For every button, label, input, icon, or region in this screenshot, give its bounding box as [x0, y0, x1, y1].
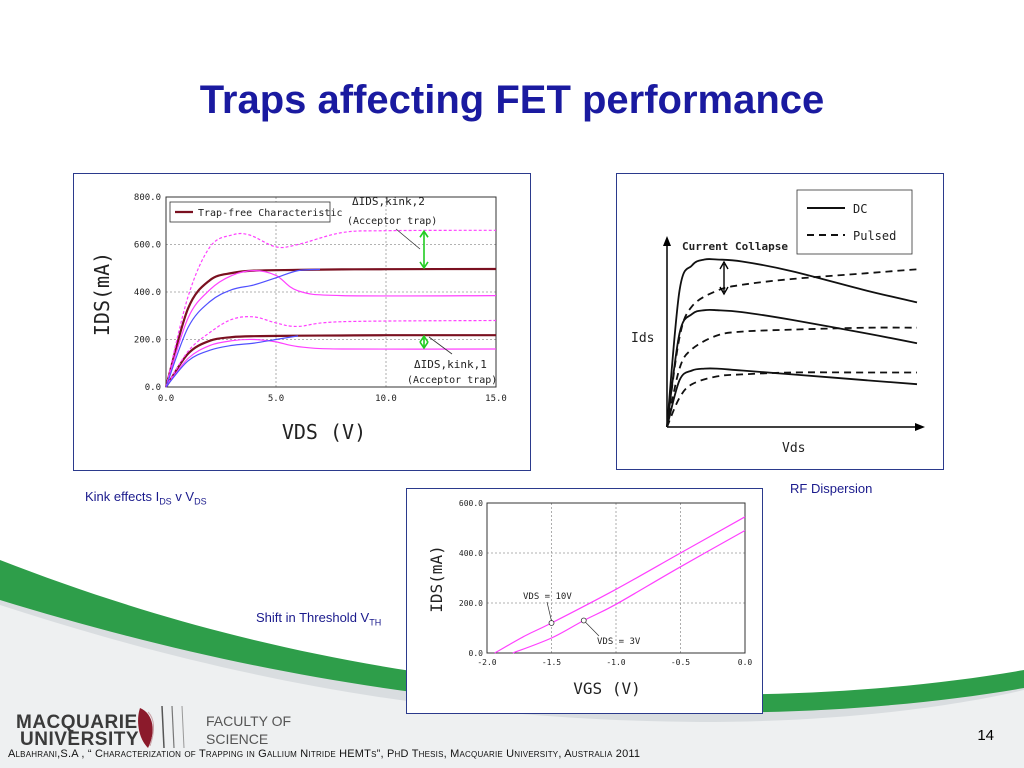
y-tick-label: 800.0	[134, 193, 161, 203]
x-tick-label: 10.0	[375, 394, 397, 404]
annotation-label: ΔIDS,kink,1	[414, 358, 487, 371]
y-tick-label: 200.0	[134, 336, 161, 346]
x-axis-label: VDS (V)	[282, 420, 366, 444]
pulsed-line	[666, 268, 918, 428]
annotation-label: VDS = 3V	[597, 637, 641, 647]
data-point-marker	[548, 620, 555, 626]
lighthouse-crest-icon	[138, 705, 185, 749]
annotation-leader	[395, 228, 421, 250]
x-tick-label: -0.5	[671, 658, 690, 667]
background-wave	[0, 560, 1024, 768]
x-tick-label: -1.5	[542, 658, 561, 667]
x-axis-label: Vds	[782, 441, 805, 456]
annotation-leader	[546, 601, 552, 622]
x-tick-label: -1.0	[606, 658, 625, 667]
series-line	[165, 268, 321, 388]
x-tick-label: 15.0	[485, 394, 507, 404]
plot-border	[486, 502, 746, 654]
university-name-line1: MACQUARIE	[16, 712, 138, 733]
y-tick-label: 0.0	[469, 649, 484, 658]
collapse-arrowhead	[719, 286, 729, 296]
rf-chart-frame: Ids Vds DC Pulsed Current Collapse	[616, 173, 944, 470]
annotation-label: (Acceptor trap)	[407, 375, 497, 386]
kink-effects-chart: 0.0 200.0 400.0 600.0 800.0 0.0 5.0 10.0 15.0 VDS…	[90, 193, 507, 444]
series-line	[165, 335, 299, 388]
y-axis-label: Ids	[631, 331, 654, 346]
x-tick-label: -2.0	[477, 658, 496, 667]
x-tick-label: 0.0	[158, 394, 174, 404]
annotation-leader	[585, 622, 600, 637]
kink-chart-frame: 0.0 200.0 400.0 600.0 800.0 0.0 5.0 10.0 15.0 VDS…	[73, 173, 531, 471]
legend-label: DC	[853, 202, 867, 216]
series-line	[165, 338, 497, 388]
annotation-label: Current Collapse	[682, 240, 788, 253]
dc-line	[666, 367, 918, 428]
legend-box	[796, 189, 913, 255]
legend-box	[169, 201, 331, 223]
x-axis-label: VGS (V)	[573, 679, 640, 698]
threshold-caption: Shift in Threshold VTH	[256, 610, 382, 628]
annotation-label: (Acceptor trap)	[347, 216, 437, 227]
annotation-leader	[428, 336, 453, 355]
series-line	[165, 334, 496, 388]
dc-line	[666, 258, 918, 428]
y-axis-label: IDS(mA)	[90, 252, 114, 336]
faculty-line1: FACULTY OF	[206, 713, 292, 729]
series-line	[165, 229, 497, 388]
pulsed-line	[666, 326, 918, 428]
delta-arrowhead	[419, 229, 429, 238]
y-axis-label: IDS(mA)	[427, 545, 446, 612]
series-line	[165, 269, 497, 388]
series-line	[512, 529, 746, 654]
plot-border	[165, 196, 497, 388]
legend-label: Trap-free Characteristic	[198, 208, 343, 219]
threshold-chart-frame: 0.0 200.0 400.0 600.0 -2.0 -1.5 -1.0 -0.5 0.0 VGS…	[406, 488, 763, 714]
slide-title: Traps affecting FET performance	[199, 78, 825, 122]
annotation-label: VDS = 10V	[523, 592, 572, 602]
x-tick-label: 0.0	[738, 658, 753, 667]
y-tick-label: 200.0	[459, 599, 483, 608]
rf-caption: RF Dispersion	[790, 481, 873, 496]
x-tick-label: 5.0	[268, 394, 284, 404]
y-tick-label: 400.0	[459, 549, 483, 558]
annotation-label: ΔIDS,kink,2	[352, 195, 425, 208]
y-tick-label: 600.0	[134, 241, 161, 251]
faculty-line2: SCIENCE	[206, 731, 269, 747]
delta-arrowhead	[419, 334, 429, 343]
y-tick-label: 600.0	[459, 499, 483, 508]
kink-caption: Kink effects IDS v VDS	[85, 489, 207, 507]
y-axis-arrowhead	[663, 236, 671, 246]
delta-arrowhead	[419, 261, 429, 270]
citation: Albahrani,S.A , “ Characterization of Tr…	[8, 748, 641, 760]
university-name-line2: UNIVERSITY	[20, 729, 140, 750]
collapse-arrowhead	[719, 260, 729, 270]
threshold-shift-chart: 0.0 200.0 400.0 600.0 -2.0 -1.5 -1.0 -0.5 0.0 VGS…	[427, 499, 753, 698]
y-tick-label: 400.0	[134, 288, 161, 298]
pulsed-line	[666, 371, 917, 428]
data-point-marker	[580, 617, 587, 624]
delta-arrowhead	[419, 341, 429, 350]
page-number: 14	[977, 727, 994, 744]
legend-label: Pulsed	[853, 229, 896, 243]
y-tick-label: 0.0	[145, 383, 161, 393]
series-line	[494, 516, 746, 654]
rf-dispersion-chart: Ids Vds DC Pulsed Current Collapse	[631, 189, 925, 456]
x-axis-arrowhead	[915, 423, 925, 431]
